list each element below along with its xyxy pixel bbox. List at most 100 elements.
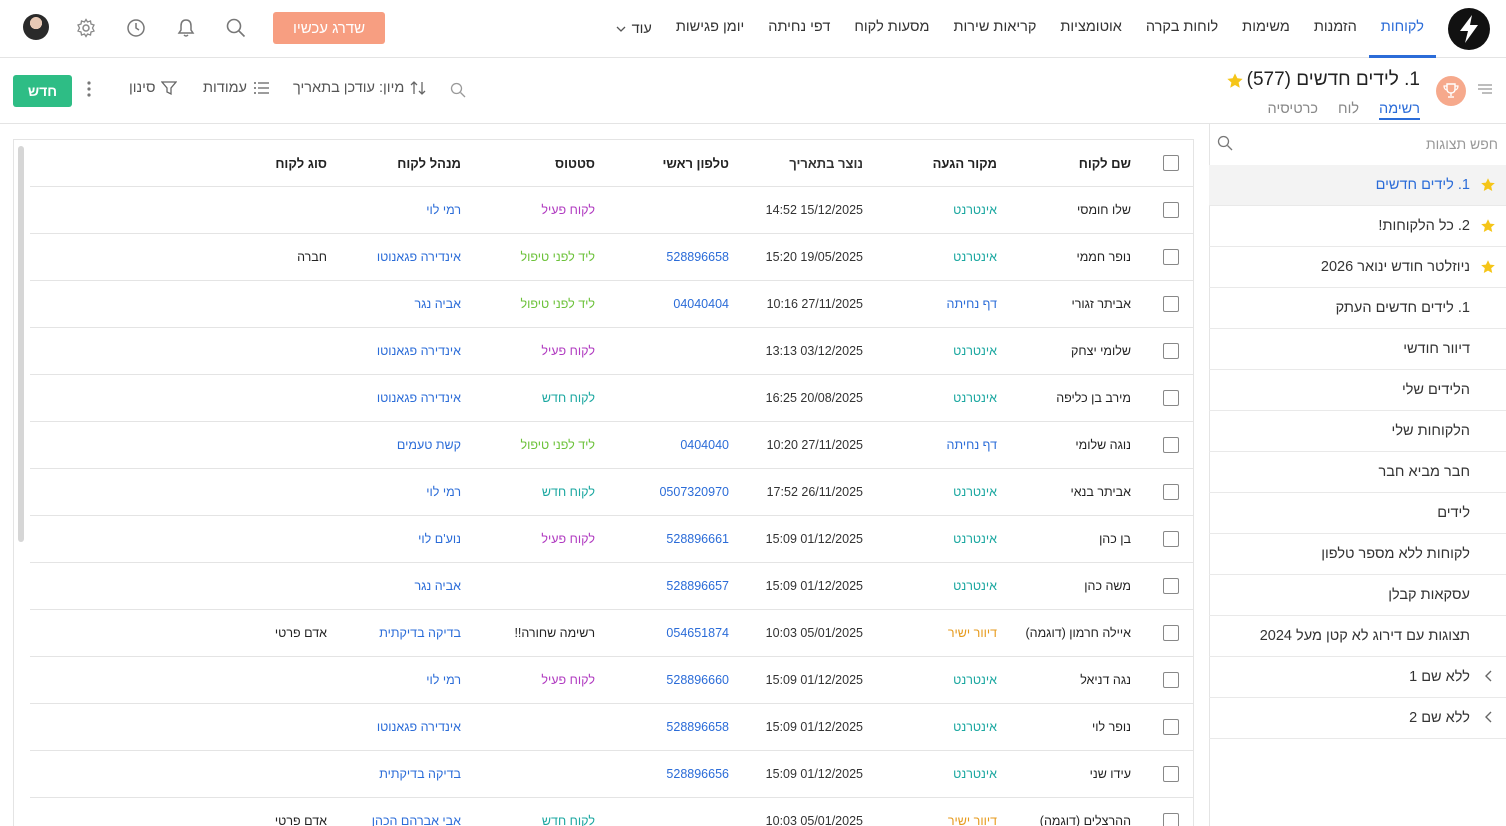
table-row[interactable]: משה כהן אינטרנט 15:09 01/12/2025 528896657 א… <box>30 563 1193 610</box>
table-row[interactable]: נופר לוי אינטרנט 15:09 01/12/2025 528896658… <box>30 704 1193 751</box>
sidebar-view-item[interactable]: 1. לידים חדשים <box>1209 165 1506 206</box>
cell-name[interactable]: שלומי יצחק <box>1071 344 1131 358</box>
table-row[interactable]: איילה חרמון (דוגמה) דיוור ישיר 10:03 05/01… <box>30 610 1193 657</box>
header-name[interactable]: שם לקוח <box>1078 156 1131 171</box>
table-row[interactable]: נופר חממי אינטרנט 15:20 19/05/2025 52889665… <box>30 234 1193 281</box>
table-row[interactable]: נוגה שלומי דף נחיתה 10:20 27/11/2025 040404… <box>30 422 1193 469</box>
row-checkbox[interactable] <box>1163 531 1179 547</box>
search-icon[interactable] <box>223 15 249 41</box>
nav-item-8[interactable]: יומן פגישות <box>675 19 745 35</box>
nav-item-3[interactable]: לוחות בקרה <box>1145 19 1219 35</box>
row-checkbox[interactable] <box>1163 813 1179 826</box>
sidebar-view-item[interactable]: לקוחות ללא מספר טלפון <box>1209 534 1506 575</box>
table-row[interactable]: שלומי יצחק אינטרנט 13:13 03/12/2025 לקוח פע… <box>30 328 1193 375</box>
columns-button[interactable]: עמודות <box>203 80 269 96</box>
cell-phone[interactable]: 0507320970 <box>659 485 729 499</box>
sidebar-view-item[interactable]: דיוור חודשי <box>1209 329 1506 370</box>
cell-name[interactable]: משה כהן <box>1084 579 1131 593</box>
header-created[interactable]: נוצר בתאריך <box>789 156 863 171</box>
cell-manager[interactable]: רמי לוי <box>426 485 461 499</box>
view-tab-2[interactable]: כרטיסיה <box>1267 101 1319 117</box>
cell-manager[interactable]: קשת טעמים <box>396 438 461 452</box>
table-row[interactable]: אביתר בנאי אינטרנט 17:52 26/11/2025 0507320… <box>30 469 1193 516</box>
nav-item-0[interactable]: לקוחות <box>1368 0 1436 58</box>
sidebar-view-item[interactable]: ללא שם 1 <box>1209 657 1506 698</box>
cell-manager[interactable]: אינדירה פגאנוטו <box>376 250 461 264</box>
avatar[interactable] <box>23 14 49 40</box>
cell-name[interactable]: איילה חרמון (דוגמה) <box>1025 626 1132 640</box>
header-type[interactable]: סוג לקוח <box>275 156 327 171</box>
nav-item-2[interactable]: משימות <box>1242 19 1290 35</box>
cell-name[interactable]: נופר לוי <box>1091 720 1131 734</box>
sidebar-view-item[interactable]: הלידים שלי <box>1209 370 1506 411</box>
cell-phone[interactable]: 04040404 <box>673 297 729 311</box>
table-row[interactable]: ההרצלים (דוגמה) דיוור ישיר 10:03 05/01/202… <box>30 798 1193 826</box>
header-status[interactable]: סטטוס <box>555 156 595 171</box>
sidebar-view-item[interactable]: חבר מביא חבר <box>1209 452 1506 493</box>
cell-manager[interactable]: נוע'ם לוי <box>418 532 461 546</box>
select-all-checkbox[interactable] <box>1163 155 1179 171</box>
cell-name[interactable]: עידו שני <box>1089 767 1131 781</box>
cell-manager[interactable]: אינדירה פגאנוטו <box>376 391 461 405</box>
table-row[interactable]: נגה דניאל אינטרנט 15:09 01/12/2025 52889666… <box>30 657 1193 704</box>
cell-phone[interactable]: 528896658 <box>666 720 729 734</box>
views-search-input[interactable] <box>1258 132 1498 156</box>
row-checkbox[interactable] <box>1163 296 1179 312</box>
star-icon[interactable] <box>1480 177 1496 197</box>
cell-phone[interactable]: 528896658 <box>666 250 729 264</box>
new-button[interactable]: חדש <box>13 75 72 107</box>
header-source[interactable]: מקור הגעה <box>932 156 997 171</box>
sidebar-view-item[interactable]: עסקאות קבלן <box>1209 575 1506 616</box>
header-manager[interactable]: מנהל לקוח <box>397 156 461 171</box>
cell-phone[interactable]: 528896661 <box>666 532 729 546</box>
cell-manager[interactable]: בדיקה בדיקתית <box>379 767 461 781</box>
cell-phone[interactable]: 0404040 <box>680 438 729 452</box>
row-checkbox[interactable] <box>1163 249 1179 265</box>
nav-item-4[interactable]: אוטומציות <box>1060 19 1122 35</box>
cell-manager[interactable]: אינדירה פגאנוטו <box>376 344 461 358</box>
sort-button[interactable]: מיון: עודכן בתאריך <box>293 80 426 96</box>
cell-manager[interactable]: רמי לוי <box>426 673 461 687</box>
row-checkbox[interactable] <box>1163 719 1179 735</box>
nav-item-1[interactable]: הזמנות <box>1313 19 1357 35</box>
view-tab-1[interactable]: לוח <box>1338 101 1360 117</box>
cell-name[interactable]: נוגה שלומי <box>1075 438 1131 452</box>
cell-name[interactable]: בן כהן <box>1099 532 1131 546</box>
cell-manager[interactable]: אביה נגר <box>414 579 461 593</box>
sidebar-view-item[interactable]: לידים <box>1209 493 1506 534</box>
table-row[interactable]: עידו שני אינטרנט 15:09 01/12/2025 528896656… <box>30 751 1193 798</box>
sidebar-view-item[interactable]: 2. כל הלקוחות! <box>1209 206 1506 247</box>
chevron-left-icon[interactable] <box>1484 670 1494 686</box>
nav-item-5[interactable]: קריאות שירות <box>953 19 1037 35</box>
star-icon[interactable] <box>1480 259 1496 279</box>
table-row[interactable]: בן כהן אינטרנט 15:09 01/12/2025 528896661 לק… <box>30 516 1193 563</box>
sidebar-view-item[interactable]: ללא שם 2 <box>1209 698 1506 739</box>
hamburger-icon[interactable] <box>1478 82 1492 100</box>
cell-phone[interactable]: 528896660 <box>666 673 729 687</box>
scrollbar[interactable] <box>18 146 24 542</box>
row-checkbox[interactable] <box>1163 390 1179 406</box>
row-checkbox[interactable] <box>1163 437 1179 453</box>
chevron-left-icon[interactable] <box>1484 711 1494 727</box>
star-icon[interactable] <box>1480 218 1496 238</box>
bell-icon[interactable] <box>173 15 199 41</box>
cell-name[interactable]: שלו חומסי <box>1077 203 1131 217</box>
cell-manager[interactable]: בדיקה בדיקתית <box>379 626 461 640</box>
view-tab-0[interactable]: רשימה <box>1379 101 1420 120</box>
cell-phone[interactable]: 054651874 <box>666 626 729 640</box>
cell-manager[interactable]: רמי לוי <box>426 203 461 217</box>
row-checkbox[interactable] <box>1163 625 1179 641</box>
table-search-icon[interactable] <box>450 82 466 98</box>
filter-button[interactable]: סינון <box>129 80 178 96</box>
gear-icon[interactable] <box>73 15 99 41</box>
header-phone[interactable]: טלפון ראשי <box>662 156 729 171</box>
logo-icon[interactable] <box>1448 8 1490 50</box>
history-icon[interactable] <box>123 15 149 41</box>
kebab-icon[interactable] <box>86 80 92 103</box>
sidebar-view-item[interactable]: 1. לידים חדשים העתק <box>1209 288 1506 329</box>
cell-name[interactable]: נגה דניאל <box>1080 673 1131 687</box>
cell-name[interactable]: נופר חממי <box>1076 250 1131 264</box>
nav-item-6[interactable]: מסעות לקוח <box>854 19 930 35</box>
row-checkbox[interactable] <box>1163 343 1179 359</box>
cell-manager[interactable]: אבי אברהם הכהן <box>371 814 461 826</box>
